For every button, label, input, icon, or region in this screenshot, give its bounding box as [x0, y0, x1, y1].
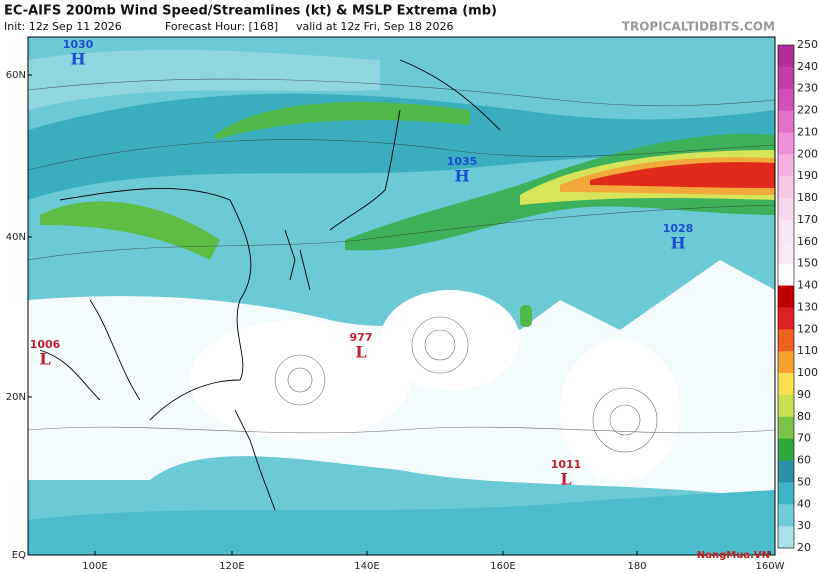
colorbar-label: 230: [797, 82, 818, 95]
latitude-label: 60N: [6, 70, 26, 81]
colorbar-segment: [778, 241, 794, 265]
colorbar-label: 180: [797, 191, 818, 204]
colorbar-label: 110: [797, 344, 818, 357]
colorbar-label: 60: [797, 454, 811, 467]
pressure-symbol: L: [39, 350, 50, 369]
colorbar-segment: [778, 198, 794, 221]
colorbar-label: 40: [797, 497, 811, 510]
colorbar-label: 100: [797, 366, 818, 379]
colorbar-segment: [778, 307, 794, 330]
pressure-value: 1006: [30, 338, 61, 351]
pressure-symbol: L: [355, 343, 366, 362]
colorbar: 250 240 230 220 210 200 190 180 170 160 150 140 130 1…: [777, 38, 818, 554]
colorbar-segment: [778, 373, 794, 396]
colorbar-segment: [778, 438, 794, 462]
colorbar-label: 240: [797, 60, 818, 73]
colorbar-label: 70: [797, 432, 811, 445]
colorbar-segment: [778, 219, 794, 243]
colorbar-segment: [778, 110, 794, 133]
colorbar-label: 130: [797, 300, 818, 313]
longitude-label: 120E: [219, 561, 244, 572]
longitude-label: 160E: [490, 561, 515, 572]
colorbar-label: 150: [797, 257, 818, 270]
colorbar-segment: [778, 88, 794, 112]
corner-logo: NangMua.VN: [697, 550, 770, 561]
init-time: Init: 12z Sep 11 2026: [4, 20, 122, 33]
colorbar-segment: [778, 154, 794, 177]
colorbar-segment: [778, 416, 794, 440]
watermark: TROPICALTIDBITS.COM: [622, 20, 775, 34]
colorbar-label: 80: [797, 410, 811, 423]
colorbar-segment: [778, 66, 794, 90]
forecast-hour: Forecast Hour: [168]: [165, 20, 278, 33]
colorbar-segment: [778, 285, 794, 308]
pressure-symbol: H: [70, 50, 85, 69]
valid-time: valid at 12z Fri, Sep 18 2026: [296, 20, 453, 33]
colorbar-label: 50: [797, 475, 811, 488]
colorbar-segment: [778, 482, 794, 505]
map-frame: [27, 36, 776, 556]
colorbar-segment: [778, 176, 794, 199]
colorbar-segment: [778, 504, 794, 527]
colorbar-segment: [778, 263, 794, 287]
colorbar-frame: [777, 44, 795, 549]
pressure-value: 1030: [63, 38, 94, 51]
colorbar-segment: [778, 351, 794, 374]
colorbar-segment: [778, 460, 794, 483]
longitude-label: 180: [627, 561, 646, 572]
colorbar-label: 220: [797, 104, 818, 117]
colorbar-segment: [778, 132, 794, 155]
colorbar-label: 190: [797, 169, 818, 182]
colorbar-label: 20: [797, 541, 811, 554]
colorbar-label: 90: [797, 388, 811, 401]
pressure-symbol: H: [454, 167, 469, 186]
colorbar-label: 160: [797, 235, 818, 248]
colorbar-segment: [778, 394, 794, 418]
map-title: EC-AIFS 200mb Wind Speed/Streamlines (kt…: [4, 4, 497, 19]
longitude-label: 140E: [354, 561, 379, 572]
colorbar-label: 210: [797, 125, 818, 138]
colorbar-label: 140: [797, 279, 818, 292]
longitude-label: 160W: [756, 561, 785, 572]
colorbar-label: 120: [797, 322, 818, 335]
pressure-value: 1028: [663, 222, 694, 235]
colorbar-segment: [778, 329, 794, 352]
colorbar-label: 200: [797, 147, 818, 160]
colorbar-label: 170: [797, 213, 818, 226]
map-field: [28, 37, 775, 555]
pressure-value: 977: [350, 331, 373, 344]
colorbar-segment: [778, 45, 794, 68]
colorbar-segment: [778, 526, 794, 549]
pressure-value: 1035: [447, 155, 478, 168]
latitude-label: 20N: [6, 392, 26, 403]
latitude-label: 40N: [6, 232, 26, 243]
colorbar-label: 30: [797, 519, 811, 532]
pressure-value: 1011: [551, 458, 582, 471]
longitude-label: 100E: [82, 561, 107, 572]
pressure-symbol: L: [560, 470, 571, 489]
colorbar-label: 250: [797, 38, 818, 51]
latitude-label: EQ: [12, 550, 26, 561]
pressure-symbol: H: [670, 234, 685, 253]
